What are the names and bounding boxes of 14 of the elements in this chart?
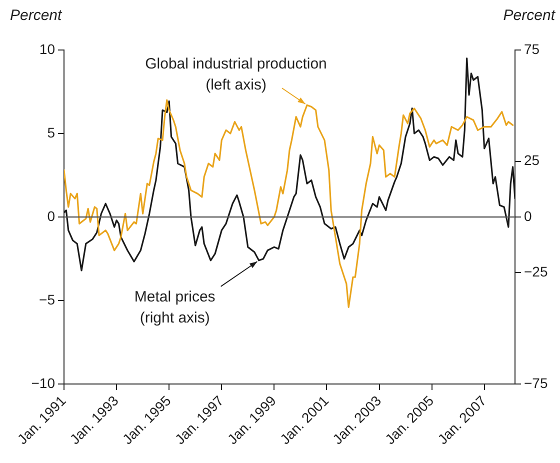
y-axis-title: Percent (10, 7, 63, 24)
annotation: Global industrial production (left axis) (145, 55, 327, 94)
y-tick-label: 0 (47, 208, 56, 224)
y-tick-label: 5 (47, 124, 56, 140)
y-tick-label: 10 (39, 40, 56, 57)
y2-tick-label: 0 (524, 208, 532, 224)
y2-tick-label: −25 (524, 264, 548, 280)
y2-tick-label: −75 (524, 374, 548, 391)
y2-tick-label: 25 (524, 152, 540, 168)
y2-axis-title: Percent (503, 7, 556, 24)
annotation: Metal prices (right axis) (134, 288, 216, 327)
y-tick-label: −10 (31, 374, 56, 391)
y2-tick-label: 75 (524, 40, 540, 57)
y-tick-label: −5 (39, 291, 56, 308)
